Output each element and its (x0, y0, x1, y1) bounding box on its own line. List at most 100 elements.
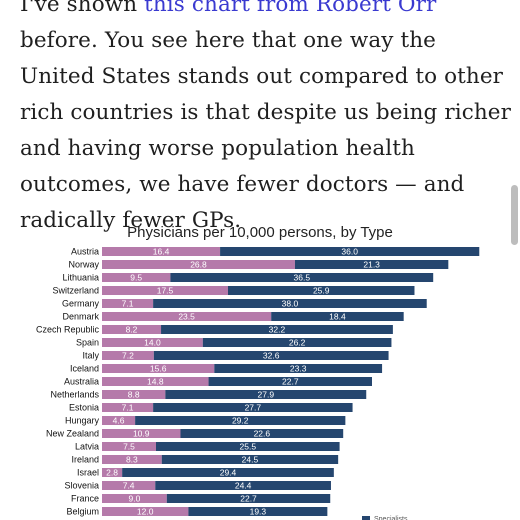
specialist-bar (220, 247, 480, 256)
gp-bar (102, 312, 272, 321)
gp-bar (102, 325, 162, 334)
specialist-bar (228, 286, 415, 295)
gp-bar (102, 247, 221, 256)
specialist-bar (156, 442, 340, 451)
gp-value-label: 7.4 (123, 481, 135, 491)
specialist-value-label: 22.6 (254, 429, 271, 439)
article-paragraph: I've shown this chart from Robert Orr be… (20, 0, 516, 239)
specialist-value-label: 32.6 (263, 351, 280, 361)
specialist-bar (208, 377, 372, 386)
gp-bar (102, 442, 156, 451)
gp-value-label: 2.8 (106, 468, 118, 478)
specialist-value-label: 25.9 (313, 286, 330, 296)
gp-value-label: 12.0 (137, 507, 154, 517)
gp-value-label: 7.1 (122, 403, 134, 413)
category-label: Latvia (75, 442, 99, 452)
specialist-value-label: 24.4 (235, 481, 252, 491)
gp-value-label: 15.6 (150, 364, 167, 374)
specialist-value-label: 36.0 (341, 247, 358, 257)
gp-value-label: 8.8 (128, 390, 140, 400)
specialist-value-label: 27.9 (258, 390, 275, 400)
specialist-value-label: 19.3 (250, 507, 267, 517)
gp-bar (102, 403, 154, 412)
gp-value-label: 17.5 (157, 286, 174, 296)
specialist-bar (153, 403, 353, 412)
specialist-bar (294, 260, 449, 269)
gp-value-label: 4.6 (113, 416, 125, 426)
category-label: Iceland (70, 364, 99, 374)
specialist-bar (214, 364, 383, 373)
gp-value-label: 9.0 (128, 494, 140, 504)
specialist-bar (165, 390, 367, 399)
gp-bar (102, 455, 162, 464)
article-line-end: before. (20, 28, 98, 53)
specialist-bar (188, 507, 328, 516)
specialist-value-label: 22.7 (282, 377, 299, 387)
gp-bar (102, 494, 167, 503)
legend-swatch (362, 516, 370, 520)
gp-bar (102, 468, 123, 477)
specialist-value-label: 26.2 (289, 338, 306, 348)
category-label: Lithuania (62, 273, 99, 283)
gp-value-label: 16.4 (153, 247, 170, 257)
gp-value-label: 14.8 (147, 377, 164, 387)
gp-bar (102, 286, 228, 295)
specialist-value-label: 25.5 (240, 442, 257, 452)
specialist-bar (170, 273, 434, 282)
category-label: New Zealand (46, 429, 99, 439)
specialist-bar (161, 455, 339, 464)
specialist-value-label: 27.7 (245, 403, 262, 413)
category-label: Austria (71, 247, 99, 257)
category-label: Switzerland (52, 286, 99, 296)
specialist-bar (202, 338, 392, 347)
gp-value-label: 10.9 (133, 429, 150, 439)
specialist-value-label: 23.3 (290, 364, 307, 374)
category-label: Slovenia (64, 481, 99, 491)
specialist-bar (180, 429, 344, 438)
chart-title: Physicians per 10,000 persons, by Type (127, 224, 393, 241)
specialist-value-label: 21.3 (363, 260, 380, 270)
category-label: France (71, 494, 99, 504)
scrollbar-thumb[interactable] (511, 185, 518, 245)
specialist-bar (135, 416, 346, 425)
category-label: Norway (68, 260, 99, 270)
category-label: Israel (77, 468, 99, 478)
gp-value-label: 8.3 (126, 455, 138, 465)
category-label: Netherlands (50, 390, 99, 400)
category-label: Hungary (65, 416, 100, 426)
gp-bar (102, 377, 209, 386)
specialist-value-label: 29.4 (220, 468, 237, 478)
gp-value-label: 14.0 (144, 338, 161, 348)
chart-source-link[interactable]: this chart from Robert Orr (144, 0, 437, 17)
category-label: Germany (62, 299, 100, 309)
specialist-bar (122, 468, 334, 477)
gp-bar (102, 481, 156, 490)
gp-value-label: 7.2 (122, 351, 134, 361)
specialist-bar (155, 481, 331, 490)
specialist-value-label: 18.4 (329, 312, 346, 322)
specialist-value-label: 29.2 (232, 416, 249, 426)
specialist-bar (153, 299, 427, 308)
category-label: Czech Republic (36, 325, 100, 335)
gp-bar (102, 338, 203, 347)
legend-label: Specialists (374, 516, 408, 520)
article-text: I've shown this chart from Robert Orr be… (20, 0, 516, 239)
gp-value-label: 9.5 (130, 273, 142, 283)
gp-value-label: 26.8 (190, 260, 207, 270)
specialist-value-label: 32.2 (269, 325, 286, 335)
gp-value-label: 7.1 (122, 299, 134, 309)
specialist-bar (161, 325, 393, 334)
specialist-bar (166, 494, 331, 503)
gp-value-label: 7.5 (123, 442, 135, 452)
category-label: Belgium (66, 507, 99, 517)
gp-bar (102, 429, 181, 438)
gp-bar (102, 390, 166, 399)
category-label: Australia (64, 377, 99, 387)
article-body: You see here that one way the United Sta… (20, 28, 511, 233)
category-label: Spain (76, 338, 99, 348)
gp-bar (102, 416, 136, 425)
category-label: Italy (82, 351, 99, 361)
specialist-value-label: 24.5 (242, 455, 259, 465)
gp-bar (102, 299, 154, 308)
